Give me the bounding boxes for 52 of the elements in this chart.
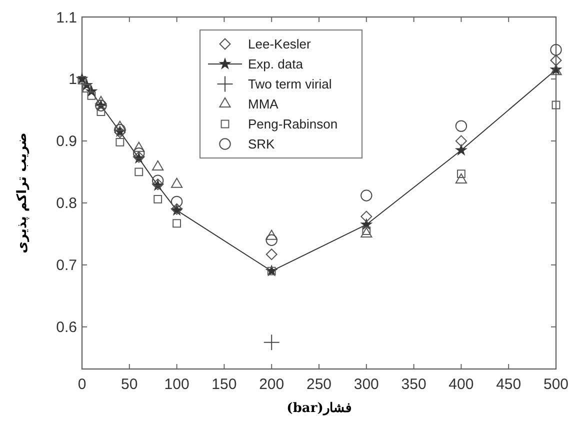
- point: [266, 230, 278, 240]
- point: [552, 100, 560, 110]
- legend-label: Peng-Rabinson: [248, 116, 338, 132]
- x-tick-label: 0: [78, 376, 86, 393]
- x-tick-label: 300: [354, 376, 379, 393]
- point: [95, 96, 107, 106]
- x-tick-label: 450: [496, 376, 522, 393]
- y-tick-label: 0.8: [56, 195, 77, 212]
- point: [171, 178, 183, 188]
- x-tick-label: 150: [212, 376, 237, 393]
- point: [133, 142, 145, 152]
- y-tick-label: 1.1: [56, 9, 77, 26]
- point: [550, 54, 562, 66]
- x-tick-label: 500: [543, 376, 569, 393]
- y-tick-label: 0.6: [56, 319, 77, 336]
- y-tick-label: 0.9: [56, 133, 77, 150]
- x-tick-label: 200: [259, 376, 284, 393]
- point: [455, 173, 467, 184]
- legend-label: Exp. data: [248, 56, 304, 72]
- point: [170, 196, 183, 208]
- legend-label: MMA: [248, 96, 279, 112]
- point: [152, 174, 164, 186]
- point: [87, 91, 96, 100]
- y-tick-label: 0.7: [56, 257, 77, 274]
- point: [152, 160, 164, 171]
- point: [172, 219, 182, 228]
- x-tick-label: 400: [448, 376, 474, 393]
- y-tick-label: 1: [68, 71, 77, 88]
- x-tick-label: 100: [164, 376, 190, 393]
- point: [96, 108, 106, 116]
- x-axis-title: فشار(bar): [286, 401, 352, 416]
- legend-label: Lee-Kesler: [248, 36, 312, 52]
- point: [263, 334, 280, 351]
- x-tick-label: 350: [401, 376, 426, 393]
- point: [360, 210, 372, 222]
- point: [455, 120, 468, 132]
- point: [266, 248, 278, 260]
- point: [360, 190, 372, 202]
- legend-label: SRK: [248, 136, 276, 152]
- point: [133, 147, 145, 160]
- point: [116, 138, 124, 146]
- x-tick-label: 50: [121, 376, 138, 393]
- y-axis-title: ضریب تراکم پذیری: [15, 132, 30, 254]
- x-tick-label: 250: [306, 376, 332, 393]
- point: [134, 168, 144, 176]
- point: [114, 120, 126, 131]
- point: [266, 234, 278, 246]
- point: [154, 194, 162, 204]
- point: [455, 135, 467, 147]
- point: [550, 44, 562, 56]
- legend-label: Two term virial: [248, 76, 332, 92]
- point: [456, 144, 466, 155]
